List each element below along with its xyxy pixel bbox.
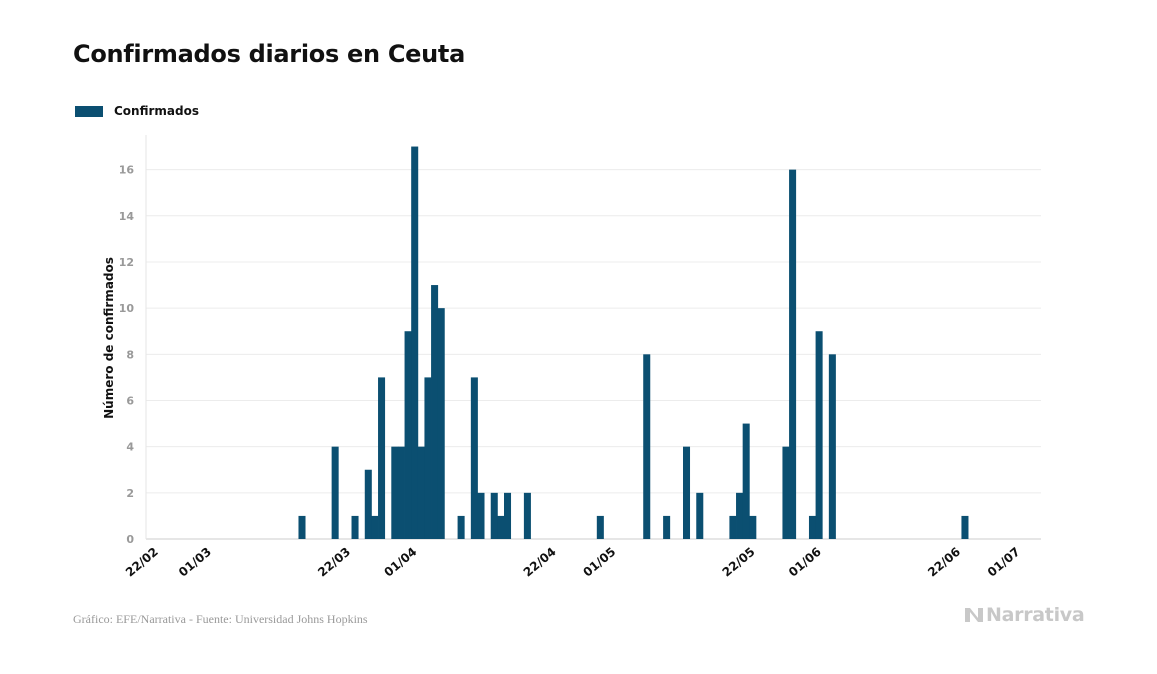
bar bbox=[742, 423, 750, 539]
bar bbox=[470, 377, 478, 539]
y-tick-label: 2 bbox=[126, 487, 134, 500]
x-tick-label: 22/03 bbox=[315, 545, 353, 580]
bar bbox=[789, 169, 797, 539]
x-tick-label: 22/06 bbox=[925, 545, 963, 580]
bar bbox=[729, 515, 737, 539]
legend-label: Confirmados bbox=[114, 104, 199, 118]
bar bbox=[961, 515, 969, 539]
bar bbox=[431, 285, 439, 539]
bars bbox=[298, 146, 969, 540]
y-tick-label: 16 bbox=[119, 164, 135, 177]
chart-title: Confirmados diarios en Ceuta bbox=[73, 40, 465, 68]
x-tick-label: 22/04 bbox=[521, 545, 559, 580]
brand-name: Narrativa bbox=[986, 604, 1085, 626]
x-tick-label: 22/05 bbox=[720, 545, 758, 580]
x-axis-ticks: 22/02 01/03 22/03 01/04 22/04 01/05 22/05 01/06… bbox=[123, 545, 1023, 580]
bar bbox=[749, 515, 757, 539]
x-tick-label: 01/05 bbox=[580, 545, 618, 580]
y-tick-label: 0 bbox=[126, 533, 134, 546]
bar bbox=[411, 146, 419, 540]
chart-legend: Confirmados bbox=[75, 104, 199, 118]
bar bbox=[417, 446, 425, 539]
narrativa-logo-icon bbox=[965, 608, 983, 622]
y-tick-label: 6 bbox=[126, 394, 134, 407]
legend-swatch bbox=[75, 105, 103, 117]
bar bbox=[364, 469, 372, 539]
bar bbox=[643, 354, 651, 539]
bar bbox=[351, 515, 359, 539]
bar bbox=[736, 492, 744, 539]
bar bbox=[663, 515, 671, 539]
bar bbox=[457, 515, 465, 539]
bar bbox=[404, 331, 412, 539]
x-tick-label: 01/07 bbox=[985, 545, 1023, 580]
bar bbox=[596, 515, 604, 539]
grid-lines bbox=[145, 135, 1041, 540]
bar bbox=[808, 515, 816, 539]
y-axis-ticks: 0 2 4 6 8 10 12 14 16 bbox=[119, 164, 135, 546]
bar bbox=[378, 377, 386, 539]
bar bbox=[397, 446, 405, 539]
bar bbox=[696, 492, 704, 539]
y-axis-label: Número de confirmados bbox=[102, 257, 116, 419]
bar bbox=[437, 308, 445, 539]
y-tick-label: 8 bbox=[126, 348, 134, 361]
bar bbox=[371, 515, 379, 539]
bar bbox=[391, 446, 399, 539]
bar bbox=[683, 446, 691, 539]
y-tick-label: 14 bbox=[119, 210, 135, 223]
x-tick-label: 01/04 bbox=[381, 545, 419, 580]
bar bbox=[490, 492, 498, 539]
bar bbox=[424, 377, 432, 539]
bar bbox=[298, 515, 306, 539]
x-tick-label: 22/02 bbox=[123, 545, 161, 580]
source-note: Gráfico: EFE/Narrativa - Fuente: Univers… bbox=[73, 612, 368, 626]
bar bbox=[782, 446, 790, 539]
bar bbox=[497, 515, 505, 539]
bar bbox=[477, 492, 485, 539]
y-tick-label: 12 bbox=[119, 256, 134, 269]
x-tick-label: 01/06 bbox=[786, 545, 824, 580]
bar bbox=[815, 331, 823, 539]
y-tick-label: 4 bbox=[126, 441, 134, 454]
bar bbox=[523, 492, 531, 539]
y-tick-label: 10 bbox=[119, 302, 135, 315]
brand: Narrativa bbox=[964, 604, 1085, 626]
bar bbox=[828, 354, 836, 539]
bar bbox=[504, 492, 512, 539]
x-tick-label: 01/03 bbox=[176, 545, 214, 580]
bar bbox=[331, 446, 339, 539]
